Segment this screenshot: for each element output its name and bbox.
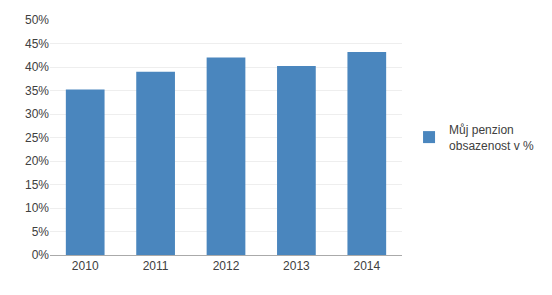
svg-text:40%: 40%: [25, 60, 49, 74]
svg-text:10%: 10%: [25, 201, 49, 215]
svg-text:2013: 2013: [283, 259, 310, 273]
svg-text:Můj penzionobsazenost v %: Můj penzionobsazenost v %: [449, 123, 534, 153]
svg-text:5%: 5%: [32, 225, 50, 239]
svg-text:2011: 2011: [143, 259, 169, 273]
svg-text:30%: 30%: [25, 107, 49, 121]
svg-text:0%: 0%: [32, 248, 50, 262]
svg-text:25%: 25%: [25, 131, 49, 145]
svg-text:50%: 50%: [25, 13, 49, 27]
svg-text:15%: 15%: [25, 178, 49, 192]
svg-text:35%: 35%: [25, 84, 49, 98]
svg-text:20%: 20%: [25, 154, 49, 168]
svg-text:45%: 45%: [25, 37, 49, 51]
svg-text:2012: 2012: [213, 259, 240, 273]
svg-text:2014: 2014: [353, 259, 380, 273]
svg-text:2010: 2010: [72, 259, 99, 273]
